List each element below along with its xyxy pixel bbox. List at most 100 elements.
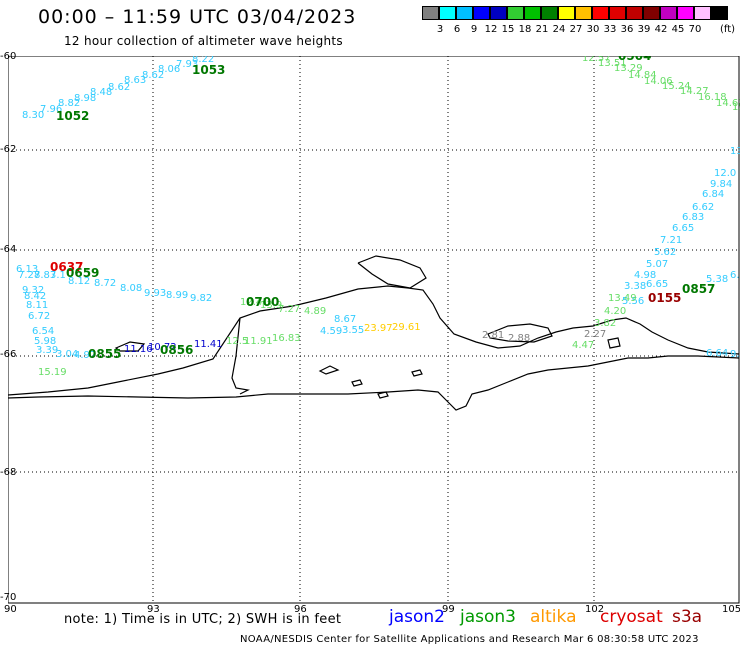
colorbar-label: 39	[637, 24, 651, 35]
wave-height-value: 8.98	[74, 93, 96, 104]
colorbar-label: 42	[654, 24, 668, 35]
credit-line: NOAA/NESDIS Center for Satellite Applica…	[240, 634, 699, 645]
wave-height-value: 23.97	[364, 323, 393, 334]
wave-height-value: 13.49	[608, 293, 637, 304]
pass-time-label: 0504	[618, 56, 651, 63]
wave-height-value: 8.06	[158, 64, 180, 75]
colorbar-swatch	[694, 6, 711, 20]
pass-time-label: 1052	[56, 109, 89, 123]
wave-height-value: 8.11	[26, 300, 48, 311]
colorbar-swatch	[558, 6, 575, 20]
wave-height-value: 3.82	[594, 318, 616, 329]
wave-height-value: 13.29	[614, 63, 643, 74]
pass-time-label: 0855	[88, 347, 121, 361]
wave-height-value: 3.55	[342, 325, 364, 336]
colorbar-swatch	[677, 6, 694, 20]
wave-height-value: 8.99	[166, 290, 188, 301]
wave-height-value: 4.47	[572, 340, 594, 351]
wave-height-value: 14.27	[680, 86, 709, 97]
wave-height-value: 9.6	[730, 349, 740, 360]
satellite-legend-altika: altika	[530, 607, 577, 627]
colorbar-swatch	[456, 6, 473, 20]
colorbar-swatch	[575, 6, 592, 20]
wave-height-value: 15	[732, 102, 740, 113]
wave-height-value: 8.83	[34, 270, 56, 281]
wave-height-value: 8.67	[334, 314, 356, 325]
wave-height-value: 8.30	[22, 110, 44, 121]
colorbar-label: 27	[569, 24, 583, 35]
colorbar-swatch	[490, 6, 507, 20]
wave-height-value: 9.82	[190, 293, 212, 304]
map-frame	[8, 56, 740, 604]
wave-height-value: 3.39	[36, 345, 58, 356]
colorbar-label: 30	[586, 24, 600, 35]
map-subtitle: 12 hour collection of altimeter wave hei…	[64, 34, 343, 48]
pass-time-label: 0857	[682, 282, 715, 296]
altimeter-tracks: 8.307.968.828.988.488.628.638.628.067.93…	[16, 56, 740, 378]
wave-height-value: 6.72	[28, 311, 50, 322]
wave-height-value: 11.41	[194, 339, 223, 350]
wave-height-value: 8.08	[120, 283, 142, 294]
colorbar-label: 15	[501, 24, 515, 35]
wave-height-map: 8.307.968.828.988.488.628.638.628.067.93…	[8, 56, 740, 604]
wave-height-value: 4.20	[604, 306, 626, 317]
colorbar-label: 21	[535, 24, 549, 35]
wave-height-value: 4.97	[74, 350, 96, 361]
satellite-legend-cryosat: cryosat	[600, 607, 663, 627]
wave-height-value: 15.24	[662, 81, 691, 92]
wave-height-value: 7.27	[18, 270, 40, 281]
wave-height-value: 13.51	[598, 58, 627, 69]
wave-height-value: 29.61	[392, 322, 421, 333]
satellite-legend-jason2: jason2	[389, 607, 445, 627]
wave-height-value: 5.56	[622, 296, 644, 307]
colorbar-label: 3	[436, 24, 444, 35]
colorbar-label: 36	[620, 24, 634, 35]
colorbar-label: 70	[688, 24, 702, 35]
wave-height-value: 12.41	[240, 297, 269, 308]
wave-height-value: 16.83	[272, 333, 301, 344]
wave-height-value: 6.65	[646, 279, 668, 290]
wave-height-value: 6.84	[702, 189, 724, 200]
wave-height-value: 6.83	[682, 212, 704, 223]
wave-height-value: 14.06	[644, 76, 673, 87]
wave-height-value: 8.63	[124, 75, 146, 86]
wave-height-value: 14.84	[628, 70, 657, 81]
colorbar-swatch	[609, 6, 626, 20]
wave-height-value: 7.27	[278, 304, 300, 315]
wave-height-value: 13	[730, 146, 740, 157]
wave-height-value: 3.38	[624, 281, 646, 292]
wave-height-value: 13.9	[260, 300, 282, 311]
pass-time-label: 0659	[66, 266, 99, 280]
wave-height-value: 9.93	[144, 288, 166, 299]
wave-height-value: 4.89	[304, 306, 326, 317]
pass-time-label: 1053	[192, 63, 225, 77]
wave-height-value: 16.18	[698, 92, 727, 103]
colorbar-swatch	[439, 6, 456, 20]
colorbar-swatch	[524, 6, 541, 20]
lon-label: 90	[4, 604, 17, 615]
wave-height-value: 6.65	[672, 223, 694, 234]
wave-height-value: 4.98	[634, 270, 656, 281]
wave-height-value: 9.32	[22, 285, 44, 296]
wave-height-value: 8.82	[58, 98, 80, 109]
wave-height-value: 8.62	[142, 70, 164, 81]
wave-height-value: 6.64	[706, 348, 728, 359]
colorbar-swatch	[507, 6, 524, 20]
wave-height-value: 5.07	[646, 259, 668, 270]
wave-height-value: 5.38	[706, 274, 728, 285]
wave-height-value: 12.0	[714, 168, 736, 179]
colorbar-label: 18	[518, 24, 532, 35]
lon-label: 99	[442, 604, 455, 615]
wave-height-value: 11.91	[244, 336, 273, 347]
colorbar-swatch	[541, 6, 558, 20]
colorbar-swatch	[643, 6, 660, 20]
wave-height-value: 10.72	[148, 342, 177, 353]
colorbar-swatch	[473, 6, 490, 20]
pass-time-label: 0637	[50, 260, 83, 274]
wave-height-value: 3.04	[56, 349, 78, 360]
wave-height-value: 8.42	[24, 291, 46, 302]
lon-label: 93	[147, 604, 160, 615]
lon-label: 105	[722, 604, 740, 615]
wave-height-value: 12.5	[226, 336, 248, 347]
